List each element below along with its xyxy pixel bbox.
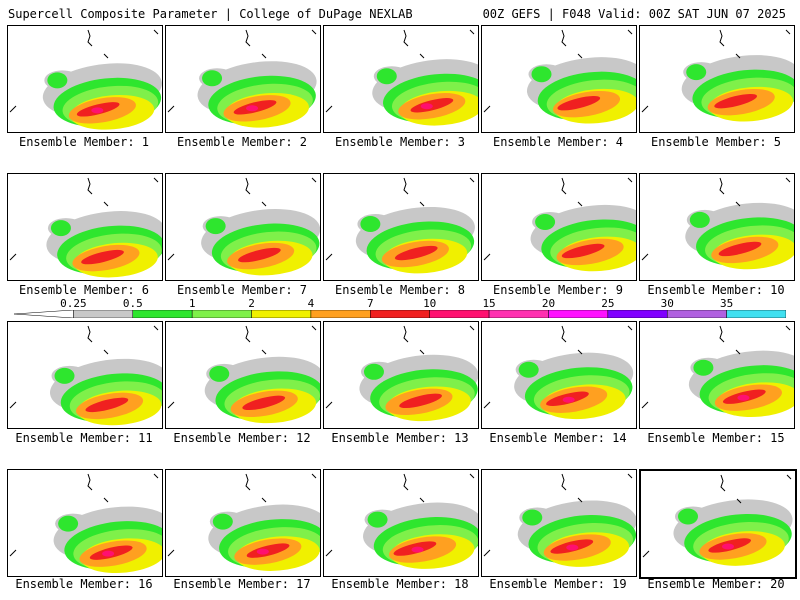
ensemble-member-map[interactable] <box>481 25 637 133</box>
ensemble-member-label: Ensemble Member: 12 <box>173 431 311 445</box>
color-scale-segment <box>548 310 609 318</box>
ensemble-member-map[interactable] <box>323 25 479 133</box>
ensemble-member-label: Ensemble Member: 10 <box>647 283 785 297</box>
color-scale-segment <box>132 310 193 318</box>
color-scale-segment <box>429 310 490 318</box>
ensemble-member-label: Ensemble Member: 15 <box>647 431 785 445</box>
color-scale-tick-label: 4 <box>307 297 315 310</box>
color-scale-tick-label: 35 <box>719 297 734 310</box>
ensemble-member-map[interactable] <box>7 469 163 577</box>
scp-field-map <box>325 177 475 274</box>
color-scale-tick-label: 7 <box>366 297 374 310</box>
color-scale-segment <box>607 310 668 318</box>
scp-field-map <box>167 177 320 276</box>
ensemble-member-label: Ensemble Member: 4 <box>492 135 624 149</box>
color-scale-tick-label: 30 <box>660 297 674 310</box>
color-scale-tick-label: 20 <box>541 297 556 310</box>
ensemble-member-label: Ensemble Member: 5 <box>650 135 782 149</box>
ensemble-member-label: Ensemble Member: 13 <box>331 431 469 445</box>
scp-field-map <box>641 325 794 418</box>
ensemble-member-map[interactable] <box>323 173 479 281</box>
ensemble-member-map[interactable] <box>7 25 163 133</box>
color-scale-segment <box>251 310 312 318</box>
scp-field-map <box>9 473 162 573</box>
color-scale-tick-label: 2 <box>248 297 255 310</box>
scp-field-map <box>325 325 478 422</box>
ensemble-member-label: Ensemble Member: 3 <box>334 135 466 149</box>
color-scale-bar <box>14 310 786 318</box>
ensemble-member-map[interactable] <box>323 321 479 429</box>
scp-field-map <box>483 325 634 420</box>
ensemble-member-label: Ensemble Member: 2 <box>176 135 308 149</box>
ensemble-member-label: Ensemble Member: 9 <box>492 283 624 297</box>
ensemble-member-map[interactable] <box>165 469 321 577</box>
ensemble-member-map[interactable] <box>639 173 795 281</box>
scp-field-map <box>641 177 794 270</box>
color-scale-segment <box>191 310 252 318</box>
ensemble-member-label: Ensemble Member: 16 <box>15 577 153 591</box>
color-scale-tick-label: 10 <box>423 297 437 310</box>
page-title: Supercell Composite Parameter | College … <box>8 7 413 21</box>
scp-field-map <box>9 177 162 278</box>
color-scale-tick-label: 0.5 <box>122 297 143 310</box>
scp-field-map <box>483 29 636 124</box>
ensemble-member-label: Ensemble Member: 8 <box>334 283 466 297</box>
color-scale-segment <box>310 310 371 318</box>
color-scale-segment <box>666 310 727 318</box>
ensemble-member-label: Ensemble Member: 18 <box>331 577 469 591</box>
color-scale-tick-label: 0.25 <box>60 297 87 310</box>
ensemble-member-label: Ensemble Member: 17 <box>173 577 311 591</box>
ensemble-member-map[interactable] <box>165 25 321 133</box>
scp-field-map <box>167 29 317 128</box>
scp-field-map <box>325 473 478 569</box>
scp-field-map <box>642 474 793 566</box>
color-scale-segment <box>73 310 134 318</box>
scp-field-map <box>167 325 320 424</box>
ensemble-member-map[interactable] <box>481 469 637 577</box>
color-scale-tick-label: 1 <box>188 297 196 310</box>
color-scale-segment <box>726 310 786 318</box>
ensemble-member-map[interactable] <box>323 469 479 577</box>
ensemble-member-map[interactable] <box>639 321 795 429</box>
ensemble-member-map[interactable] <box>165 321 321 429</box>
color-scale-tick-label: 25 <box>601 297 615 310</box>
ensemble-member-map[interactable] <box>165 173 321 281</box>
ensemble-member-label: Ensemble Member: 7 <box>176 283 308 297</box>
color-scale-tick-label: 15 <box>482 297 496 310</box>
ensemble-member-label: Ensemble Member: 1 <box>18 135 150 149</box>
ensemble-member-label: Ensemble Member: 6 <box>18 283 150 297</box>
ensemble-member-label: Ensemble Member: 11 <box>15 431 153 445</box>
scp-field-map <box>641 29 794 122</box>
ensemble-member-map[interactable] <box>481 321 637 429</box>
scp-field-map <box>167 473 320 571</box>
ensemble-member-map[interactable] <box>481 173 637 281</box>
color-scale-segment <box>488 310 549 318</box>
ensemble-member-label: Ensemble Member: 14 <box>489 431 627 445</box>
run-info: 00Z GEFS | F048 Valid: 00Z SAT JUN 07 20… <box>482 7 786 21</box>
ensemble-member-map[interactable] <box>7 321 163 429</box>
ensemble-member-label: Ensemble Member: 20 <box>647 577 785 591</box>
ensemble-member-map[interactable] <box>639 469 797 579</box>
scp-field-map <box>483 473 636 567</box>
ensemble-member-map[interactable] <box>639 25 795 133</box>
ensemble-member-label: Ensemble Member: 19 <box>489 577 627 591</box>
ensemble-member-map[interactable] <box>7 173 163 281</box>
scp-field-map <box>325 29 478 126</box>
scp-field-map <box>9 29 162 130</box>
scp-field-map <box>9 325 162 426</box>
color-scale-segment <box>370 310 430 318</box>
scp-field-map <box>483 177 636 272</box>
